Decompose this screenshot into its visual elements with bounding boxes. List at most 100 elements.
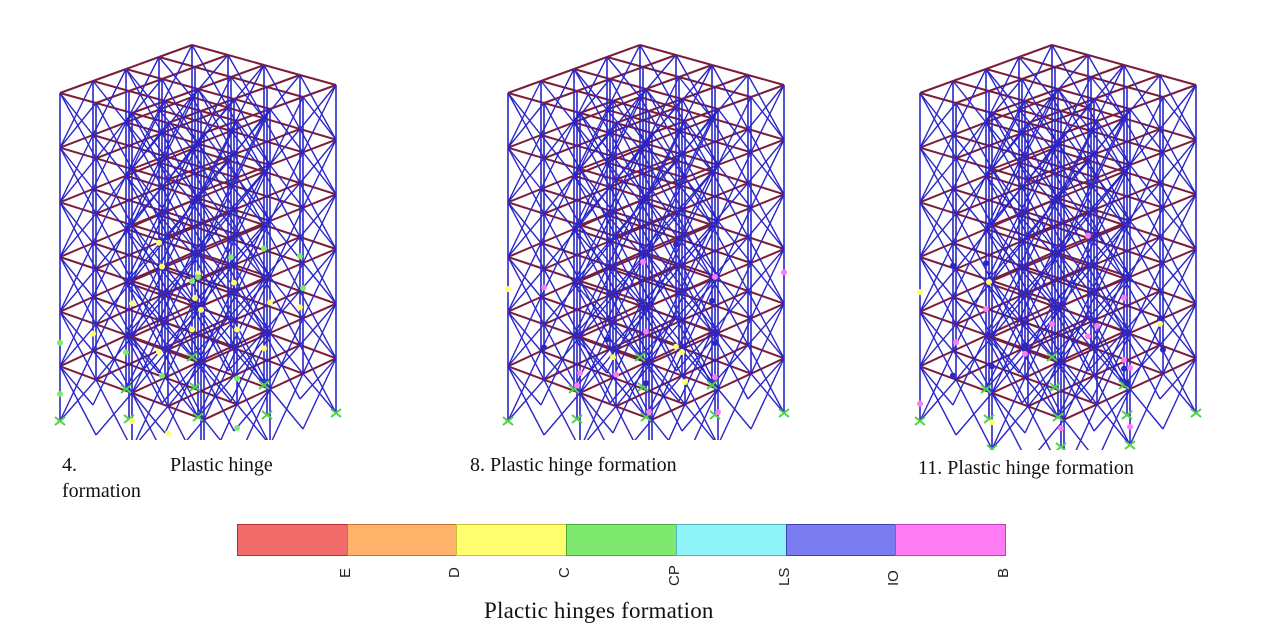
beam <box>194 54 229 68</box>
brace <box>164 252 199 323</box>
brace <box>693 388 719 440</box>
beam <box>952 350 990 366</box>
brace <box>1162 303 1197 374</box>
brace <box>302 84 337 153</box>
beam <box>615 390 650 408</box>
plastic-hinge <box>1127 423 1133 430</box>
beam <box>606 56 644 68</box>
beam <box>714 128 749 143</box>
beam <box>95 199 130 215</box>
brace <box>919 188 954 258</box>
brace <box>952 122 987 190</box>
plastic-hinge <box>712 374 718 381</box>
brace <box>299 236 337 304</box>
support-icon <box>571 414 583 424</box>
beam <box>747 290 785 305</box>
brace <box>747 182 785 250</box>
beam <box>1159 290 1197 305</box>
plastic-hinge <box>1049 320 1055 327</box>
beam <box>985 68 1023 80</box>
beam <box>717 372 752 390</box>
beam <box>717 262 752 278</box>
beam <box>675 54 713 66</box>
beam <box>1129 372 1164 390</box>
plastic-hinge <box>983 306 989 313</box>
beam <box>1060 374 1095 392</box>
beam <box>609 66 644 80</box>
beam <box>131 392 169 408</box>
support-icon <box>258 380 270 390</box>
beam <box>1162 138 1197 154</box>
frame-3 <box>914 44 1202 450</box>
plastic-hinge <box>189 278 195 285</box>
brace <box>507 296 542 367</box>
brace <box>991 112 1029 180</box>
beam <box>266 195 304 209</box>
brace <box>158 44 193 110</box>
plastic-hinge <box>261 245 267 252</box>
beam <box>158 44 193 58</box>
brace <box>1051 44 1089 109</box>
beam <box>269 96 304 110</box>
beam <box>681 304 716 322</box>
beam <box>299 290 337 305</box>
beam <box>988 294 1023 311</box>
beam <box>302 84 337 98</box>
brace <box>919 147 957 215</box>
beam <box>131 321 166 338</box>
plastic-hinge <box>156 239 162 246</box>
brace <box>92 335 127 406</box>
plastic-hinge <box>129 300 135 307</box>
beam <box>988 363 1026 379</box>
plastic-hinge <box>1124 380 1130 387</box>
beam <box>1126 182 1161 198</box>
brace <box>579 266 614 338</box>
beam <box>227 54 265 66</box>
beam <box>919 365 957 381</box>
beam <box>919 188 954 204</box>
beam <box>919 134 954 149</box>
brace <box>302 139 337 208</box>
brace <box>747 74 785 141</box>
caption-figure-11: 11. Plastic hinge formation <box>918 457 1134 479</box>
beam <box>1126 74 1161 88</box>
brace <box>125 68 163 134</box>
plastic-hinge <box>90 330 96 337</box>
brace <box>271 373 304 440</box>
brace <box>230 171 265 240</box>
brace <box>952 175 987 244</box>
swatch-b <box>895 524 1006 556</box>
beam <box>59 296 94 313</box>
plastic-hinge <box>261 345 267 352</box>
brace <box>197 88 235 155</box>
brace <box>302 303 337 374</box>
beam <box>642 54 677 68</box>
beam <box>233 304 268 322</box>
beam <box>988 348 1023 366</box>
support-icon <box>778 408 790 418</box>
beam <box>158 56 196 68</box>
beam <box>1159 236 1197 250</box>
brace <box>684 108 719 178</box>
plastic-hinge <box>917 400 923 407</box>
brace <box>634 419 653 440</box>
plastic-hinge <box>541 344 547 351</box>
plastic-hinge <box>189 326 195 333</box>
beam <box>648 374 683 392</box>
beam <box>1063 346 1098 364</box>
beam <box>540 242 578 256</box>
beam <box>681 250 716 266</box>
beam <box>299 128 337 141</box>
beam <box>92 334 127 352</box>
brace <box>233 320 271 390</box>
beam <box>1093 250 1128 266</box>
brace <box>952 228 987 298</box>
frame-model-2 <box>502 44 790 440</box>
brace <box>579 336 617 407</box>
brace <box>1063 234 1098 306</box>
brace <box>681 320 719 390</box>
brace <box>164 88 199 157</box>
brace <box>203 347 238 420</box>
caption-number: 4. <box>62 454 77 476</box>
beam <box>299 74 337 86</box>
